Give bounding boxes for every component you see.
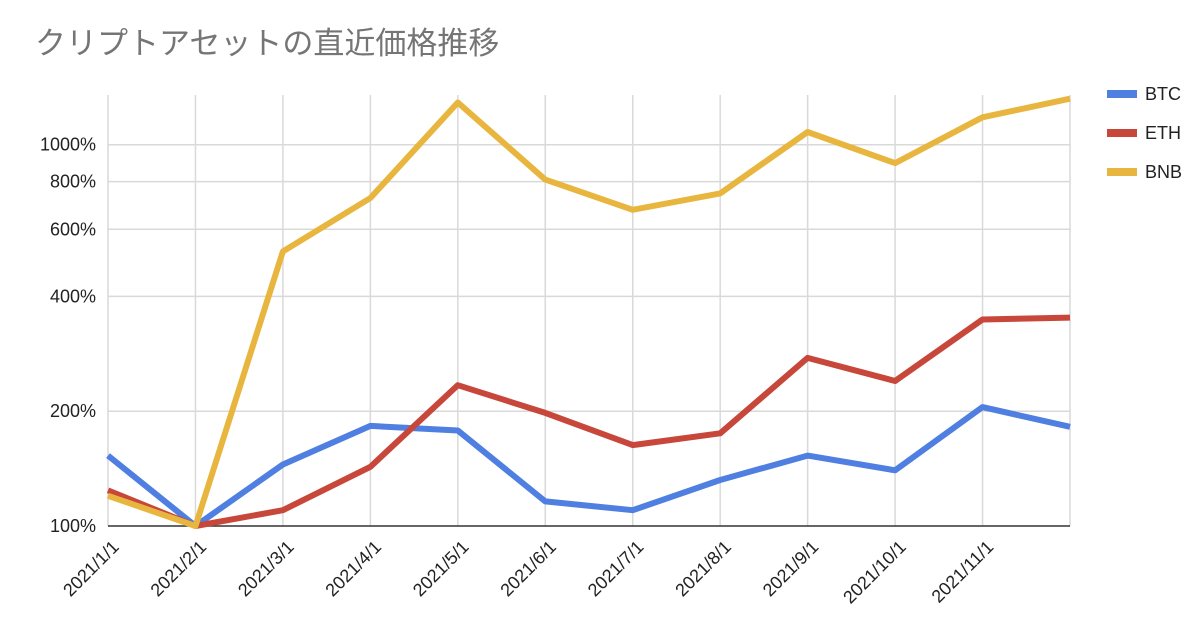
legend-swatch-btc bbox=[1107, 90, 1137, 98]
x-tick-label: 2021/4/1 bbox=[321, 537, 385, 601]
x-tick-label: 2021/2/1 bbox=[147, 537, 211, 601]
legend-label-eth: ETH bbox=[1145, 123, 1181, 143]
y-tick-label: 200% bbox=[50, 401, 96, 421]
legend: BTC ETH BNB bbox=[1107, 84, 1182, 182]
x-tick-label: 2021/1/1 bbox=[59, 537, 123, 601]
x-tick-label: 2021/7/1 bbox=[584, 537, 648, 601]
series-line-bnb bbox=[107, 95, 1071, 529]
x-tick-label: 2021/9/1 bbox=[759, 537, 823, 601]
series-line-btc bbox=[106, 404, 1071, 529]
x-tick-label: 2021/3/1 bbox=[234, 537, 298, 601]
y-tick-label: 400% bbox=[50, 286, 96, 306]
legend-label-btc: BTC bbox=[1145, 84, 1181, 104]
y-tick-label: 100% bbox=[50, 516, 96, 536]
chart-title: クリプトアセットの直近価格推移 bbox=[35, 26, 500, 62]
axes: 100% 200% 400% 600% 800% 1000% 2021/1/1 2021/2/… bbox=[40, 135, 1070, 608]
x-tick-label: 2021/11/1 bbox=[928, 537, 998, 607]
x-tick-label: 2021/5/1 bbox=[409, 537, 473, 601]
y-tick-label: 1000% bbox=[40, 135, 96, 155]
x-tick-label: 2021/8/1 bbox=[671, 537, 735, 601]
y-tick-label: 600% bbox=[50, 219, 96, 239]
y-tick-label: 800% bbox=[50, 172, 96, 192]
series bbox=[106, 95, 1071, 529]
grid bbox=[107, 95, 1071, 526]
legend-swatch-eth bbox=[1107, 129, 1137, 137]
legend-swatch-bnb bbox=[1107, 168, 1137, 176]
legend-label-bnb: BNB bbox=[1145, 162, 1182, 182]
series-line-eth bbox=[106, 314, 1071, 529]
x-tick-label: 2021/6/1 bbox=[496, 537, 560, 601]
x-tick-label: 2021/10/1 bbox=[839, 537, 910, 608]
